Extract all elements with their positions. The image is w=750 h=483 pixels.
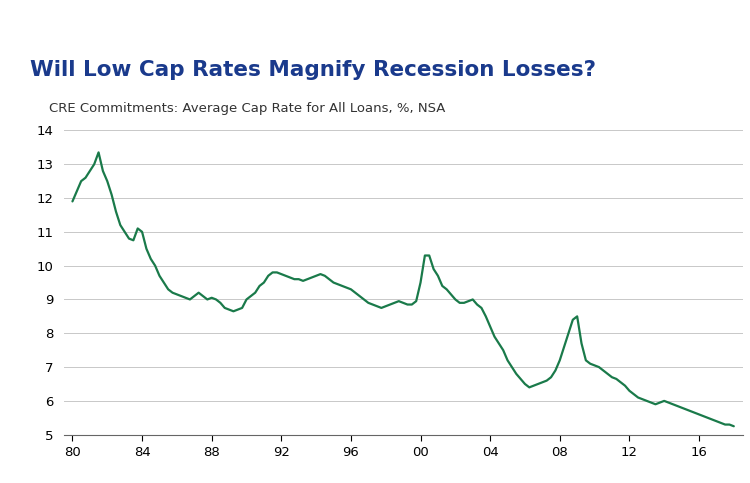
- Text: Will Low Cap Rates Magnify Recession Losses?: Will Low Cap Rates Magnify Recession Los…: [30, 60, 596, 80]
- Text: CRE Commitments: Average Cap Rate for All Loans, %, NSA: CRE Commitments: Average Cap Rate for Al…: [49, 102, 445, 115]
